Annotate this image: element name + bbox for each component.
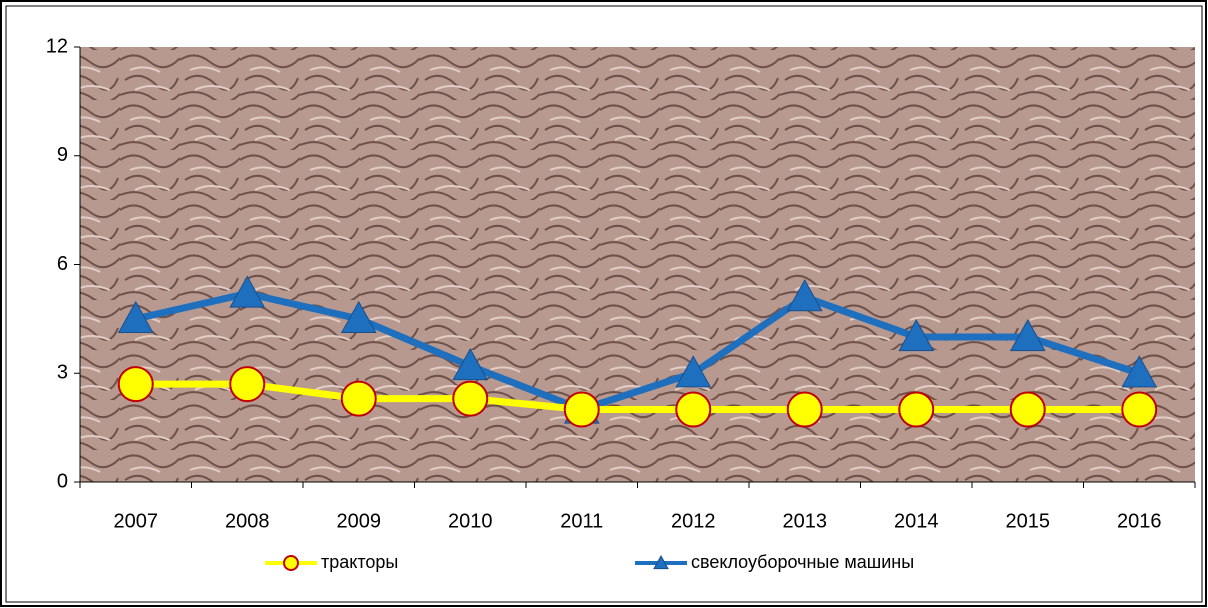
y-tick-label: 0: [57, 470, 68, 492]
x-tick-label: 2010: [448, 510, 493, 532]
point: [675, 355, 712, 388]
x-tick-label: 2016: [1117, 510, 1162, 532]
legend-label: тракторы: [321, 552, 398, 572]
series-line: [135, 380, 1140, 413]
point: [1009, 391, 1046, 428]
point: [1009, 318, 1046, 352]
point: [283, 555, 299, 571]
point: [675, 391, 712, 428]
y-tick-label: 6: [57, 253, 68, 275]
point: [117, 300, 154, 333]
point: [340, 300, 377, 333]
x-tick-label: 2007: [114, 510, 159, 532]
point: [898, 318, 935, 352]
point: [1121, 391, 1158, 428]
y-tick-label: 3: [57, 362, 68, 384]
point: [452, 347, 489, 381]
x-tick-label: 2011: [560, 510, 603, 532]
x-tick-label: 2014: [894, 510, 939, 532]
frame-inner: [5, 5, 1203, 603]
y-tick-label: 12: [46, 35, 68, 57]
x-tick-label: 2008: [225, 510, 270, 532]
point: [653, 554, 669, 570]
point: [563, 391, 600, 428]
point: [1121, 355, 1158, 388]
x-tick-label: 2013: [783, 510, 828, 532]
point: [229, 366, 266, 403]
point: [786, 391, 823, 428]
point: [340, 380, 377, 417]
x-tick-label: 2012: [671, 510, 716, 532]
point: [898, 391, 935, 428]
point: [452, 380, 489, 417]
legend-label: свеклоуборочные машины: [691, 552, 914, 572]
series-line: [134, 289, 1141, 414]
x-tick-label: 2015: [1006, 510, 1051, 532]
point: [117, 366, 154, 403]
x-tick-label: 2009: [337, 510, 382, 532]
point: [786, 279, 823, 312]
y-tick-label: 9: [57, 144, 68, 166]
point: [229, 275, 266, 308]
